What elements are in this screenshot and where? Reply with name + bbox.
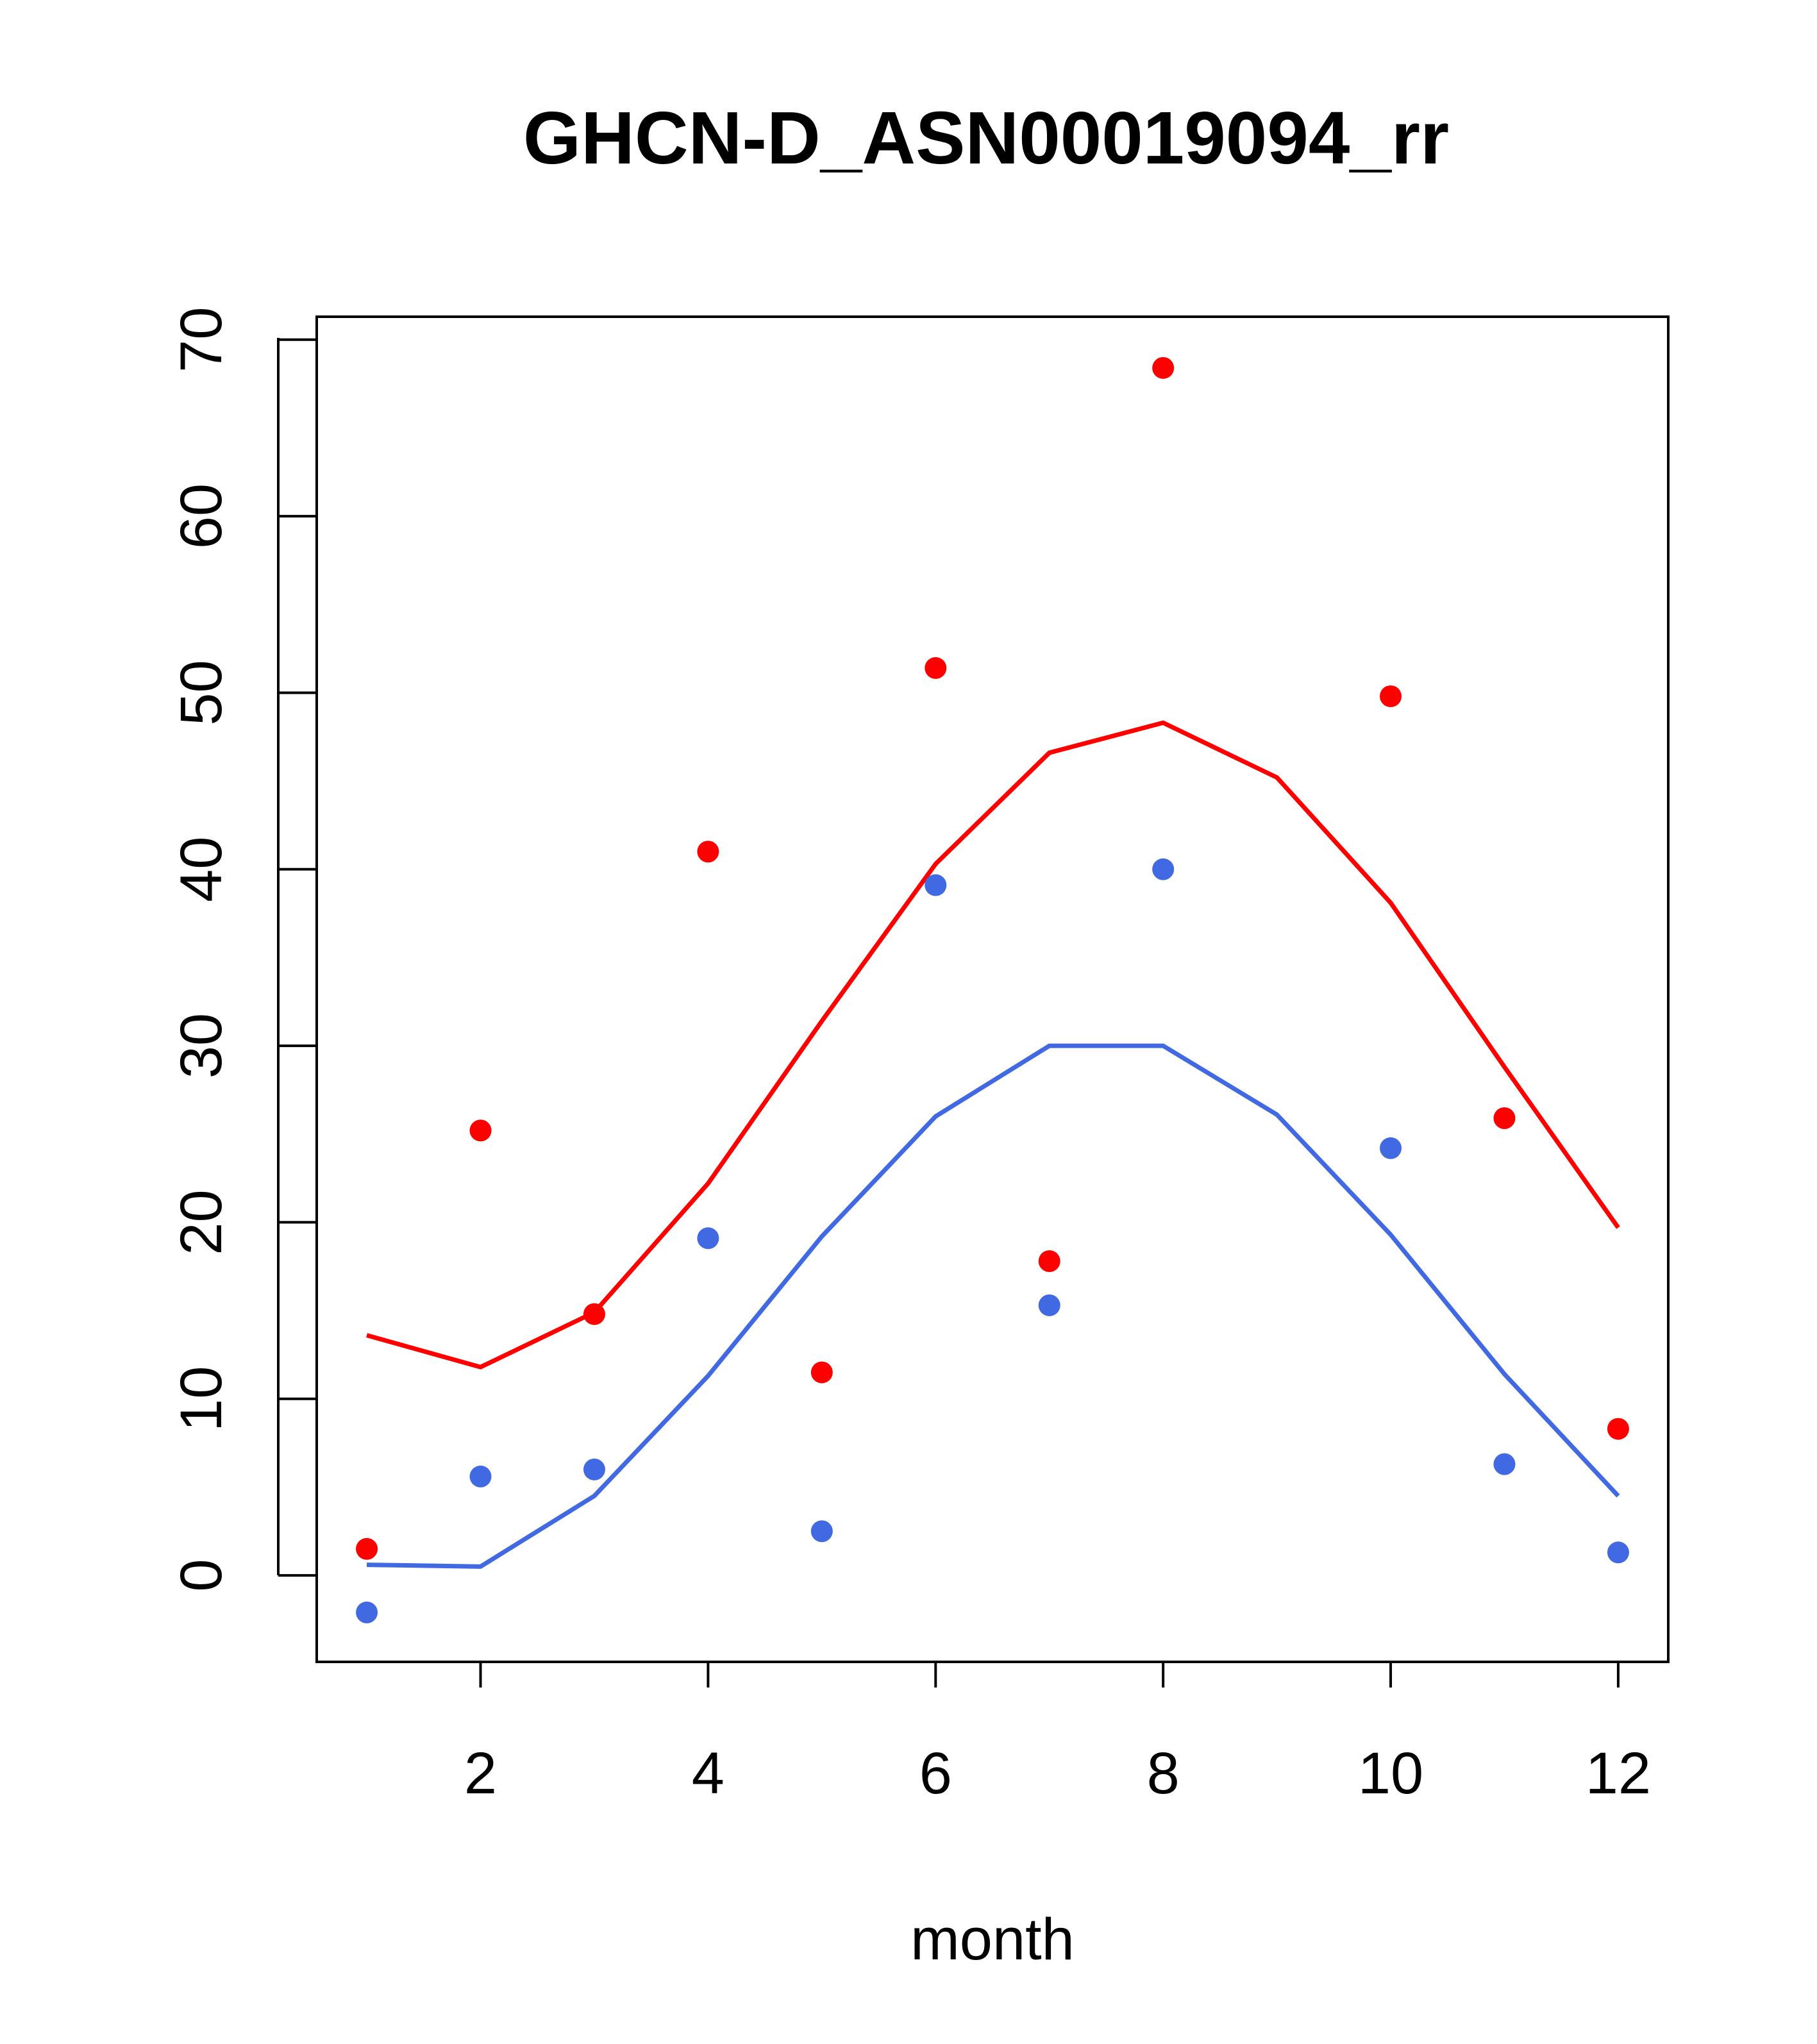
x-tick-label: 8 <box>1147 1741 1180 1806</box>
y-tick-label: 30 <box>169 1013 234 1078</box>
red-point <box>583 1303 605 1325</box>
y-tick-label: 10 <box>169 1366 234 1432</box>
y-tick-label: 0 <box>169 1559 234 1592</box>
red-point <box>1607 1418 1629 1440</box>
red-point <box>810 1361 833 1384</box>
y-tick-label: 70 <box>169 307 234 373</box>
blue-line <box>367 1043 1620 1569</box>
y-tick-label: 50 <box>169 660 234 725</box>
red-point <box>1380 685 1402 707</box>
blue-point <box>356 1601 378 1623</box>
blue-point <box>1152 858 1175 880</box>
red-point <box>1493 1107 1516 1129</box>
blue-point <box>469 1465 492 1487</box>
blue-point <box>1607 1541 1629 1564</box>
x-tick-label: 12 <box>1586 1741 1651 1806</box>
red-point <box>1152 356 1175 379</box>
red-point <box>697 841 719 863</box>
x-axis-title: month <box>910 1907 1075 1972</box>
blue-point <box>1493 1453 1516 1475</box>
y-tick-label: 60 <box>169 483 234 549</box>
x-tick-label: 4 <box>692 1741 724 1806</box>
y-tick-label: 40 <box>169 837 234 902</box>
blue-point <box>1038 1294 1060 1316</box>
blue-point <box>697 1227 719 1250</box>
series-lines <box>366 720 1620 1569</box>
x-tick-label: 2 <box>464 1741 497 1806</box>
y-tick-label: 20 <box>169 1189 234 1255</box>
plot-frame <box>315 315 1670 1663</box>
blue-point <box>925 874 947 896</box>
x-axis-ticks: 2 4 6 8 10 12 <box>464 1662 1651 1806</box>
red-point <box>1038 1250 1060 1273</box>
red-point <box>469 1119 492 1142</box>
red-point <box>356 1537 378 1560</box>
red-line <box>366 720 1620 1370</box>
blue-point <box>583 1458 605 1480</box>
series-points <box>356 356 1629 1623</box>
blue-point <box>810 1520 833 1543</box>
x-tick-label: 6 <box>919 1741 952 1806</box>
red-point <box>925 657 947 679</box>
chart-title: GHCN-D_ASN00019094_rr <box>523 96 1449 180</box>
y-axis-ticks: 0 10 20 30 40 50 60 70 <box>169 307 317 1592</box>
blue-point <box>1380 1137 1402 1159</box>
x-tick-label: 10 <box>1358 1741 1423 1806</box>
